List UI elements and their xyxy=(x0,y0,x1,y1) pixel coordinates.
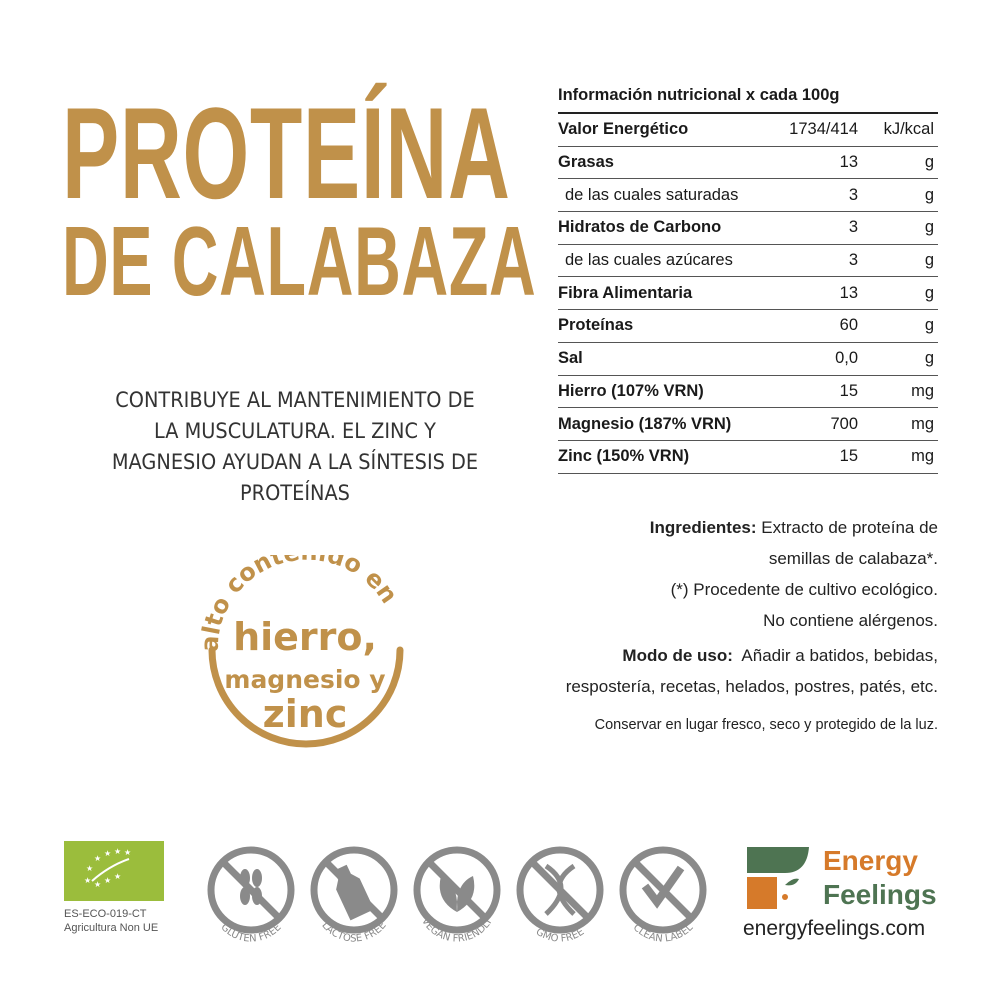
badge-line-1: hierro, xyxy=(233,615,377,659)
claim-text: CONTRIBUYE AL MANTENIMIENTO DE LA MUSCUL… xyxy=(111,388,479,505)
badge-ring xyxy=(208,646,404,748)
svg-text:★: ★ xyxy=(86,864,93,873)
nutrient-unit: mg xyxy=(911,414,934,433)
nutrient-value: 13 xyxy=(839,153,858,172)
ingredients-block: Ingredientes: Extracto de proteína de se… xyxy=(518,512,938,741)
nutrient-unit: g xyxy=(924,349,934,368)
brand-name-1: Energy xyxy=(823,845,918,876)
nutrient-value: 700 xyxy=(830,414,858,433)
brand-url[interactable]: energyfeelings.com xyxy=(743,917,926,940)
storage-text: Conservar en lugar fresco, seco y proteg… xyxy=(594,717,938,733)
svg-text:★: ★ xyxy=(94,854,101,863)
nutrient-value: 60 xyxy=(839,316,858,335)
ingredients-label: Ingredientes: xyxy=(649,518,757,537)
nutrient-name: de las cuales saturadas xyxy=(565,185,739,204)
nutrient-unit: mg xyxy=(911,447,934,466)
nutrient-value: 15 xyxy=(839,381,858,400)
ingredients-note-2: No contiene alérgenos. xyxy=(763,611,938,630)
svg-text:GMO FREE: GMO FREE xyxy=(534,926,587,944)
svg-text:★: ★ xyxy=(114,847,121,856)
nutrient-unit: mg xyxy=(911,381,934,400)
nutrient-value: 15 xyxy=(839,447,858,466)
nutrient-name: Fibra Alimentaria xyxy=(558,283,693,302)
nutrient-unit: g xyxy=(924,251,934,270)
nutrition-table: Información nutricional x cada 100g Valo… xyxy=(558,86,938,474)
nutrition-row: Grasas 13 g xyxy=(558,147,938,180)
nutrient-name: Hierro (107% VRN) xyxy=(558,381,704,400)
nutrient-name: Valor Energético xyxy=(558,120,689,139)
title-line-1: PROTEÍNA xyxy=(62,80,511,226)
nutrient-unit: g xyxy=(924,218,934,237)
badge-line-2: magnesio y xyxy=(224,665,385,694)
brand-leaf-icon xyxy=(747,847,809,909)
nutrient-name: Proteínas xyxy=(558,316,634,335)
usage-label: Modo de uso: xyxy=(622,646,733,665)
badge-vegan-friendly: VEGAN FRIENDLY xyxy=(411,840,503,950)
svg-text:★: ★ xyxy=(94,880,101,889)
nutrient-unit: kJ/kcal xyxy=(883,120,934,139)
badge-line-3: zinc xyxy=(263,692,348,736)
nutrient-value: 3 xyxy=(848,185,858,204)
nutrient-name: Hidratos de Carbono xyxy=(558,218,722,237)
usage-text-1: Añadir a batidos, bebidas, xyxy=(741,646,938,665)
nutrition-row: Fibra Alimentaria 13 g xyxy=(558,277,938,311)
svg-text:★: ★ xyxy=(104,876,111,885)
nutrition-header: Información nutricional x cada 100g xyxy=(558,86,938,114)
badge-gluten-free: GLUTEN FREE xyxy=(205,840,297,950)
nutrition-row: Hierro (107% VRN) 15 mg xyxy=(558,376,938,409)
ingredients-text-1: Extracto de proteína de xyxy=(761,518,938,537)
eu-certification: ES-ECO-019-CT Agricultura Non UE xyxy=(64,907,158,935)
nutrient-value: 13 xyxy=(839,283,858,302)
badge-lactose-free: LACTOSE FREE xyxy=(308,840,400,950)
badge-gmo-free: GMO FREE xyxy=(514,840,606,950)
nutrient-value: 3 xyxy=(848,251,858,270)
nutrition-row: Valor Energético 1734/414 kJ/kcal xyxy=(558,114,938,147)
nutrition-row: Proteínas 60 g xyxy=(558,310,938,343)
ingredients-text-2: semillas de calabaza*. xyxy=(768,549,938,568)
nutrition-row: Magnesio (187% VRN) 700 mg xyxy=(558,408,938,441)
nutrition-row: Sal 0,0 g xyxy=(558,343,938,376)
eu-origin: Agricultura Non UE xyxy=(64,922,159,934)
badge-clean-label: CLEAN LABEL xyxy=(617,840,709,950)
svg-text:★: ★ xyxy=(84,876,91,885)
eu-organic-logo: ★ ★ ★★ ★★ ★ ★ ★ xyxy=(64,841,164,901)
nutrient-name: Magnesio (187% VRN) xyxy=(558,414,732,433)
nutrient-name: Zinc (150% VRN) xyxy=(558,447,690,466)
ingredients-note-1: (*) Procedente de cultivo ecológico. xyxy=(670,580,938,599)
nutrient-name: Grasas xyxy=(558,153,614,172)
brand-logo: Energy Feelings energyfeelings.com xyxy=(743,845,945,945)
nutrition-row: de las cuales saturadas 3 g xyxy=(558,179,938,213)
high-content-badge: alto contenido en hierro, magnesio y zin… xyxy=(196,555,404,748)
nutrient-name: de las cuales azúcares xyxy=(565,251,733,270)
check-leaf-icon xyxy=(641,865,685,909)
svg-text:★: ★ xyxy=(124,848,131,857)
nutrient-unit: g xyxy=(924,185,934,204)
nutrient-value: 0,0 xyxy=(835,349,858,368)
usage-text-2: respostería, recetas, helados, postres, … xyxy=(565,677,938,696)
nutrient-unit: g xyxy=(924,316,934,335)
nutrient-value: 1734/414 xyxy=(789,120,858,139)
nutrition-row: de las cuales azúcares 3 g xyxy=(558,245,938,278)
nutrient-value: 3 xyxy=(848,218,858,237)
svg-text:★: ★ xyxy=(114,872,121,881)
nutrient-unit: g xyxy=(924,153,934,172)
nutrition-row: Zinc (150% VRN) 15 mg xyxy=(558,441,938,474)
brand-name-2: Feelings xyxy=(823,879,937,910)
nutrition-row: Hidratos de Carbono 3 g xyxy=(558,212,938,245)
nutrient-unit: g xyxy=(924,283,934,302)
eu-code: ES-ECO-019-CT xyxy=(64,908,147,920)
svg-text:★: ★ xyxy=(104,849,111,858)
nutrient-name: Sal xyxy=(558,349,583,368)
title-line-2: DE CALABAZA xyxy=(62,206,537,316)
